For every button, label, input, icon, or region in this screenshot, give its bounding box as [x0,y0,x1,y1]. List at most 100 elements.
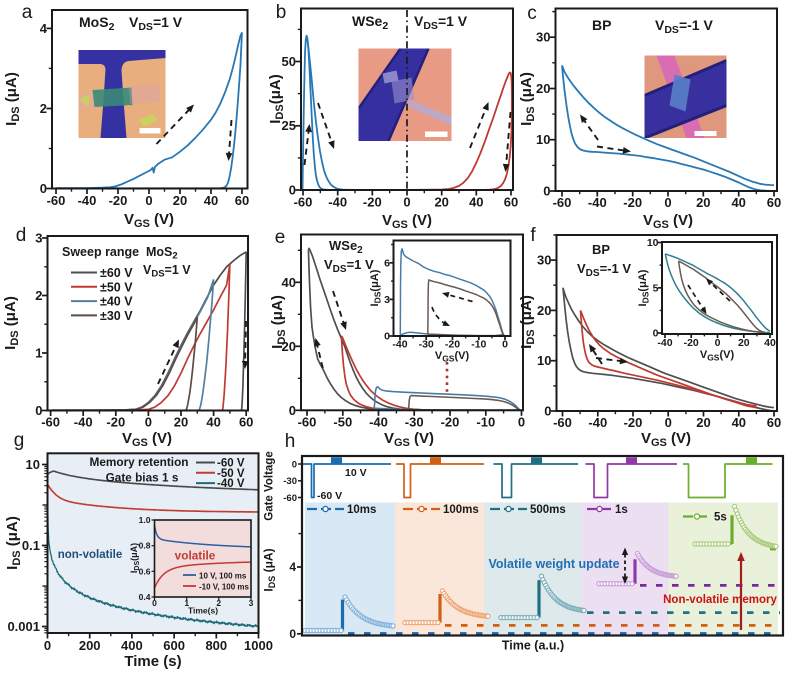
svg-text:10: 10 [26,457,40,472]
svg-text:b: b [276,2,287,23]
svg-text:-40: -40 [588,415,607,430]
svg-text:3: 3 [384,294,390,306]
svg-text:40: 40 [469,195,483,210]
svg-text:WSe2: WSe2 [329,238,363,256]
svg-text:0: 0 [44,638,51,653]
svg-text:-10: -10 [471,339,486,351]
svg-text:c: c [527,3,537,24]
svg-text:±60 V: ±60 V [100,266,133,280]
svg-text:MoS2: MoS2 [79,14,115,33]
svg-text:400: 400 [121,638,143,653]
svg-text:-20: -20 [363,195,382,210]
svg-text:0: 0 [518,415,525,430]
svg-text:VDS=-1 V: VDS=-1 V [655,17,713,36]
svg-text:20: 20 [537,303,551,318]
svg-text:40: 40 [731,195,745,210]
svg-text:0: 0 [145,193,152,208]
svg-text:0.6: 0.6 [139,566,151,576]
svg-text:200: 200 [79,638,101,653]
svg-text:40: 40 [282,275,296,290]
svg-text:0.1: 0.1 [22,538,40,553]
svg-text:60: 60 [239,415,253,430]
svg-text:-20: -20 [445,339,460,351]
svg-text:40: 40 [764,337,776,349]
svg-text:20: 20 [738,337,750,349]
svg-text:30: 30 [537,253,551,268]
svg-text:Time(s): Time(s) [188,606,218,616]
svg-text:-60: -60 [47,193,66,208]
svg-text:10 V, 100 ms: 10 V, 100 ms [199,572,247,581]
svg-text:60: 60 [504,195,518,210]
svg-text:-20: -20 [109,193,128,208]
svg-text:e: e [275,227,286,248]
svg-text:10: 10 [536,132,550,147]
svg-text:0: 0 [292,460,297,471]
svg-text:0: 0 [289,627,296,641]
svg-text:-20: -20 [684,337,699,349]
svg-text:20: 20 [174,415,188,430]
svg-text:20: 20 [696,415,710,430]
svg-text:VGS (V): VGS (V) [382,212,432,231]
svg-text:0: 0 [35,403,42,418]
svg-text:25: 25 [282,118,296,133]
svg-text:VGS (V): VGS (V) [384,430,434,449]
svg-text:VGS (V): VGS (V) [643,212,693,231]
svg-text:50: 50 [282,54,296,69]
svg-text:0: 0 [665,415,672,430]
svg-text:-30: -30 [405,415,424,430]
svg-text:0: 0 [289,403,296,418]
svg-text:-50: -50 [333,415,352,430]
svg-text:-40: -40 [588,195,607,210]
svg-text:-40: -40 [392,339,407,351]
svg-text:-40 V: -40 V [217,478,245,490]
svg-text:60: 60 [767,195,781,210]
svg-text:IDS(μA): IDS(μA) [637,269,650,306]
svg-text:g: g [14,430,25,451]
svg-text:800: 800 [205,638,227,653]
svg-text:non-volatile: non-volatile [58,549,123,561]
svg-text:100ms: 100ms [443,504,479,516]
svg-text:10 V: 10 V [345,467,367,479]
svg-text:4: 4 [289,560,296,574]
svg-text:1: 1 [184,598,189,608]
svg-text:-20: -20 [441,415,460,430]
svg-text:0: 0 [664,195,671,210]
svg-text:5s: 5s [714,512,727,524]
svg-text:0.001: 0.001 [7,619,40,634]
svg-text:600: 600 [163,638,185,653]
svg-text:-10 V, 100 ms: -10 V, 100 ms [199,583,250,592]
svg-text:0: 0 [40,181,47,196]
svg-text:2: 2 [40,101,47,116]
svg-text:60: 60 [235,193,249,208]
svg-text:30: 30 [536,30,550,45]
svg-text:0: 0 [152,598,157,608]
svg-text:VGS(V): VGS(V) [435,350,470,363]
svg-text:h: h [285,431,296,452]
svg-text:0: 0 [544,404,551,419]
svg-text:-60: -60 [283,493,297,504]
svg-text:Volatile weight update: Volatile weight update [488,557,619,571]
svg-text:±50 V: ±50 V [100,280,133,294]
svg-text:-60: -60 [298,415,317,430]
svg-text:0: 0 [502,339,508,351]
svg-text:0: 0 [653,328,659,340]
svg-text:VGS (V): VGS (V) [122,430,172,449]
svg-text:20: 20 [696,195,710,210]
svg-text:-20: -20 [623,195,642,210]
svg-text:Time (s): Time (s) [124,653,181,670]
svg-text:40: 40 [732,415,746,430]
svg-text:-20: -20 [624,415,643,430]
svg-text:40: 40 [206,415,220,430]
svg-text:-40: -40 [369,415,388,430]
svg-text:0.8: 0.8 [139,541,151,551]
svg-text:-30: -30 [283,476,297,487]
svg-text:0: 0 [543,184,550,199]
svg-text:0: 0 [384,331,390,343]
svg-text:0: 0 [403,195,410,210]
svg-text:±30 V: ±30 V [100,309,133,323]
svg-text:Time (a.u.): Time (a.u.) [502,639,564,653]
svg-text:IDS(μA): IDS(μA) [369,269,382,306]
svg-text:-60 V: -60 V [317,490,342,502]
svg-text:Non-volatile memory: Non-volatile memory [663,594,777,606]
svg-text:WSe2: WSe2 [352,13,388,32]
